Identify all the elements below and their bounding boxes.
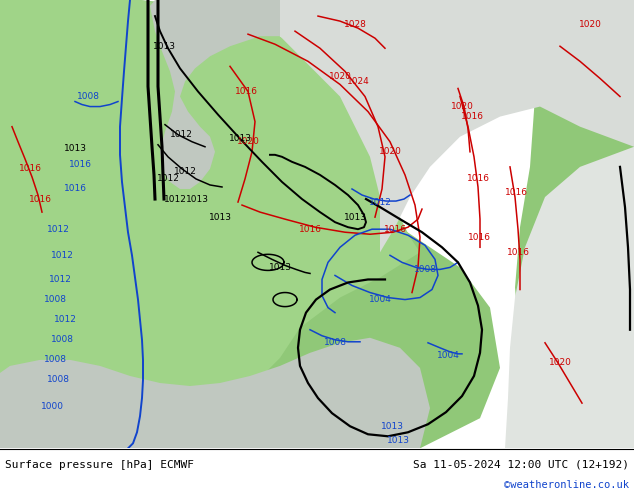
Text: 1013: 1013 <box>387 436 410 445</box>
Text: 1012: 1012 <box>174 168 197 176</box>
Text: 1020: 1020 <box>548 358 571 368</box>
Text: 1020: 1020 <box>328 72 351 81</box>
Polygon shape <box>150 0 280 189</box>
Text: 1028: 1028 <box>344 20 366 28</box>
Text: 1012: 1012 <box>164 195 186 203</box>
Text: 1008: 1008 <box>323 338 347 347</box>
Text: 1016: 1016 <box>235 87 257 96</box>
Text: 1016: 1016 <box>507 248 529 257</box>
Polygon shape <box>0 338 430 448</box>
Polygon shape <box>0 0 500 448</box>
Text: 1004: 1004 <box>368 295 391 304</box>
Text: 1008: 1008 <box>51 335 74 344</box>
Text: 1012: 1012 <box>46 225 70 234</box>
Text: 1004: 1004 <box>437 351 460 360</box>
Text: 1016: 1016 <box>467 233 491 242</box>
Text: 1020: 1020 <box>579 20 602 28</box>
Text: 1008: 1008 <box>46 375 70 385</box>
Text: 1012: 1012 <box>53 315 77 324</box>
Text: 1008: 1008 <box>413 265 436 274</box>
Text: 1016: 1016 <box>505 188 527 196</box>
Text: 1013: 1013 <box>228 134 252 143</box>
Text: 1016: 1016 <box>467 174 489 183</box>
Text: 1016: 1016 <box>63 185 86 194</box>
Text: 1016: 1016 <box>18 164 41 173</box>
Text: 1000: 1000 <box>41 402 63 411</box>
Polygon shape <box>500 147 634 448</box>
Text: 1016: 1016 <box>384 225 406 234</box>
Text: 1020: 1020 <box>451 102 474 111</box>
Text: ©weatheronline.co.uk: ©weatheronline.co.uk <box>504 480 629 490</box>
Text: 1013: 1013 <box>380 422 403 431</box>
Text: Surface pressure [hPa] ECMWF: Surface pressure [hPa] ECMWF <box>5 460 194 470</box>
Text: 1008: 1008 <box>44 295 67 304</box>
Text: 1008: 1008 <box>77 92 100 101</box>
Text: 1012: 1012 <box>49 275 72 284</box>
Text: 1020: 1020 <box>236 137 259 146</box>
Text: 1008: 1008 <box>44 355 67 365</box>
Polygon shape <box>280 0 634 252</box>
Text: 1013: 1013 <box>186 195 209 203</box>
Text: 1013: 1013 <box>269 263 292 272</box>
Text: 1012: 1012 <box>157 174 179 183</box>
Text: 1013: 1013 <box>153 42 176 51</box>
Text: 1013: 1013 <box>209 213 231 221</box>
Text: 1012: 1012 <box>169 130 193 139</box>
Text: 1024: 1024 <box>347 77 370 86</box>
Text: Sa 11-05-2024 12:00 UTC (12+192): Sa 11-05-2024 12:00 UTC (12+192) <box>413 460 629 470</box>
Text: 1016: 1016 <box>299 225 321 234</box>
Text: 1013: 1013 <box>63 144 86 153</box>
Text: 1013: 1013 <box>344 213 366 221</box>
Text: 1016: 1016 <box>29 195 51 203</box>
Text: 1016: 1016 <box>68 160 91 170</box>
Text: 1012: 1012 <box>368 197 391 207</box>
Text: 1012: 1012 <box>51 251 74 260</box>
Text: 1016: 1016 <box>460 112 484 121</box>
Polygon shape <box>515 0 634 448</box>
Polygon shape <box>0 0 420 448</box>
Text: 1020: 1020 <box>378 147 401 156</box>
